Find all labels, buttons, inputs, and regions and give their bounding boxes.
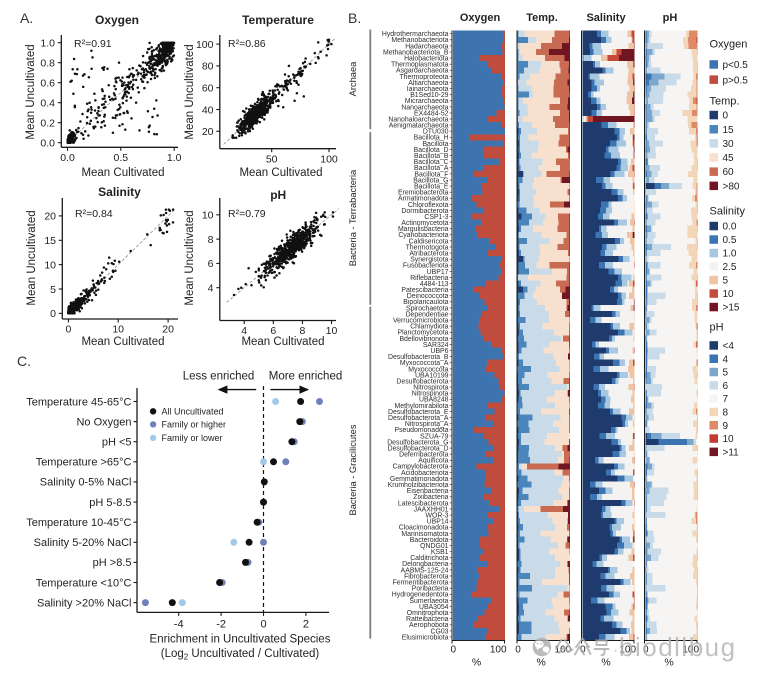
svg-text:0.2: 0.2	[40, 118, 55, 130]
svg-text:Mean Cultivated: Mean Cultivated	[81, 336, 164, 348]
svg-text:10: 10	[326, 325, 338, 337]
svg-text:60: 60	[202, 83, 214, 95]
svg-text:Mean Uncultivated: Mean Uncultivated	[184, 44, 196, 139]
svg-text:R²=0.86: R²=0.86	[228, 38, 266, 50]
svg-text:0.0: 0.0	[40, 138, 55, 150]
svg-text:Oxygen: Oxygen	[95, 13, 139, 27]
svg-text:A.: A.	[20, 10, 33, 26]
svg-text:0.0: 0.0	[60, 152, 75, 164]
svg-text:0.4: 0.4	[40, 98, 55, 110]
svg-text:Bacteria - Gracilicutes: Bacteria - Gracilicutes	[348, 424, 358, 515]
svg-text:pH: pH	[270, 188, 286, 202]
svg-text:Salinity: Salinity	[586, 12, 626, 24]
svg-text:0.6: 0.6	[40, 78, 55, 90]
svg-text:pH: pH	[663, 12, 678, 24]
svg-text:1.0: 1.0	[167, 152, 182, 164]
svg-text:1.0: 1.0	[40, 38, 55, 50]
svg-text:15: 15	[44, 235, 56, 247]
svg-text:Salinity: Salinity	[98, 185, 141, 199]
svg-text:4: 4	[208, 283, 214, 295]
svg-text:20: 20	[202, 126, 214, 138]
svg-text:0.5: 0.5	[113, 152, 128, 164]
svg-text:Archaea: Archaea	[348, 61, 358, 96]
svg-text:20: 20	[162, 324, 174, 336]
svg-text:R²=0.84: R²=0.84	[75, 208, 113, 220]
svg-text:5: 5	[50, 284, 56, 296]
svg-text:40: 40	[202, 104, 214, 116]
svg-text:0: 0	[50, 308, 56, 320]
svg-text:Elusimicrobiota: Elusimicrobiota	[402, 634, 449, 641]
svg-text:10: 10	[112, 324, 124, 336]
svg-text:Mean Cultivated: Mean Cultivated	[239, 167, 322, 179]
svg-text:Bacteria - Terrabacteria: Bacteria - Terrabacteria	[348, 169, 358, 266]
svg-text:Temp.: Temp.	[526, 12, 558, 24]
svg-text:Mean Uncultivated: Mean Uncultivated	[25, 44, 37, 139]
svg-text:10: 10	[202, 210, 214, 222]
svg-text:100: 100	[196, 39, 214, 51]
svg-text:100: 100	[320, 153, 338, 165]
svg-text:Temperature: Temperature	[242, 13, 314, 27]
svg-text:20: 20	[44, 211, 56, 223]
svg-text:0.8: 0.8	[40, 58, 55, 70]
svg-text:R²=0.79: R²=0.79	[228, 208, 266, 220]
svg-text:Mean Cultivated: Mean Cultivated	[241, 336, 324, 348]
svg-text:10: 10	[44, 259, 56, 271]
svg-text:Mean Cultivated: Mean Cultivated	[81, 167, 164, 179]
svg-text:50: 50	[266, 153, 278, 165]
svg-text:R²=0.91: R²=0.91	[74, 38, 112, 50]
svg-text:B.: B.	[348, 10, 361, 26]
svg-text:Mean Uncultivated: Mean Uncultivated	[26, 210, 38, 305]
svg-text:80: 80	[202, 61, 214, 73]
svg-text:Oxygen: Oxygen	[460, 12, 501, 24]
svg-text:0: 0	[65, 324, 71, 336]
svg-text:8: 8	[208, 234, 214, 246]
svg-text:6: 6	[208, 258, 214, 270]
svg-text:Mean Uncultivated: Mean Uncultivated	[184, 210, 196, 305]
